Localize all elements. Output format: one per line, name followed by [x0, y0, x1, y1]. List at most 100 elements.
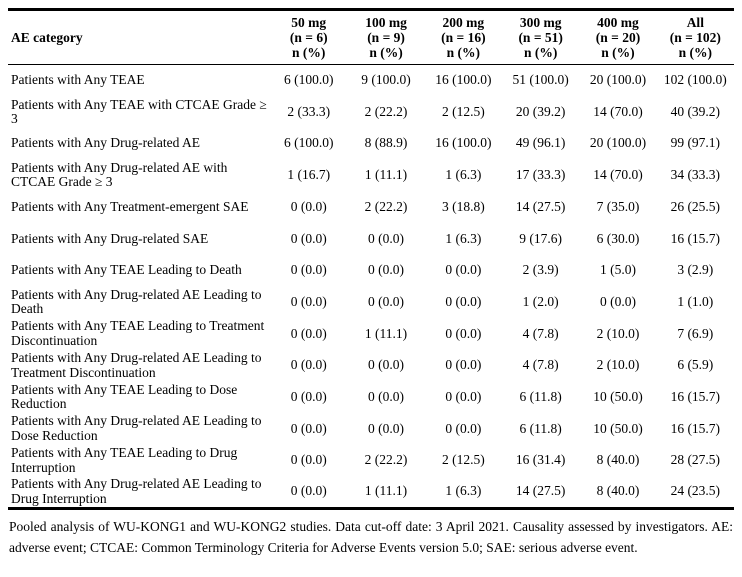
- column-header-dose: 400 mg (n = 20) n (%): [595, 15, 641, 60]
- value-cell: 0 (0.0): [290, 483, 327, 499]
- value-cell: 16 (15.7): [670, 420, 721, 436]
- table-row: Patients with Any TEAE Leading to Death …: [8, 255, 734, 287]
- value-cell: 14 (70.0): [593, 103, 643, 119]
- value-cell: 2 (3.9): [522, 262, 559, 278]
- value-cell: 2 (10.0): [596, 357, 640, 373]
- row-label: Patients with Any Drug-related AE Leadin…: [11, 413, 262, 443]
- adverse-events-table: AE category 50 mg (n = 6) n (%) 100 mg (n…: [8, 8, 734, 510]
- value-cell: 16 (100.0): [435, 72, 492, 88]
- value-cell: 1 (6.3): [445, 230, 482, 246]
- value-cell: 0 (0.0): [445, 293, 482, 309]
- value-cell: 10 (50.0): [593, 420, 643, 436]
- column-header-dose: 200 mg (n = 16) n (%): [441, 15, 486, 60]
- value-cell: 7 (35.0): [596, 198, 640, 214]
- column-header-dose: 50 mg (n = 6) n (%): [289, 15, 328, 60]
- value-cell: 28 (27.5): [670, 452, 721, 468]
- value-cell: 2 (10.0): [596, 325, 640, 341]
- value-cell: 3 (2.9): [677, 262, 714, 278]
- row-label: Patients with Any Drug-related AE Leadin…: [11, 476, 262, 506]
- value-cell: 0 (0.0): [290, 357, 327, 373]
- value-cell: 1 (11.1): [364, 325, 408, 341]
- value-cell: 4 (7.8): [522, 325, 559, 341]
- value-cell: 6 (11.8): [519, 420, 562, 436]
- value-cell: 1 (16.7): [287, 167, 331, 183]
- row-label: Patients with Any TEAE: [11, 72, 145, 88]
- value-cell: 16 (100.0): [435, 135, 492, 151]
- value-cell: 4 (7.8): [522, 357, 559, 373]
- value-cell: 0 (0.0): [368, 357, 405, 373]
- value-cell: 0 (0.0): [290, 325, 327, 341]
- value-cell: 6 (100.0): [283, 72, 334, 88]
- value-cell: 8 (40.0): [596, 452, 640, 468]
- value-cell: 99 (97.1): [670, 135, 721, 151]
- value-cell: 0 (0.0): [445, 420, 482, 436]
- row-label: Patients with Any TEAE Leading to Dose R…: [11, 381, 238, 412]
- value-cell: 0 (0.0): [445, 262, 482, 278]
- value-cell: 10 (50.0): [593, 388, 643, 404]
- value-cell: 8 (40.0): [596, 483, 640, 499]
- value-cell: 0 (0.0): [290, 293, 327, 309]
- table-row: Patients with Any TEAE Leading to Drug I…: [8, 445, 734, 477]
- value-cell: 0 (0.0): [290, 198, 327, 214]
- table-row: Patients with Any Drug-related AE Leadin…: [8, 413, 734, 445]
- row-label: Patients with Any TEAE Leading to Drug I…: [11, 445, 238, 475]
- value-cell: 20 (100.0): [589, 72, 647, 88]
- value-cell: 24 (23.5): [670, 483, 721, 499]
- value-cell: 6 (5.9): [677, 357, 714, 373]
- row-label: Patients with Any Drug-related AE Leadin…: [11, 286, 262, 317]
- table-row: Patients with Any Drug-related AE with C…: [8, 160, 734, 192]
- value-cell: 8 (88.9): [364, 135, 408, 151]
- column-header-dose: All (n = 102) n (%): [669, 15, 721, 60]
- value-cell: 1 (11.1): [364, 483, 408, 499]
- value-cell: 0 (0.0): [368, 230, 405, 246]
- value-cell: 0 (0.0): [599, 293, 636, 309]
- value-cell: 0 (0.0): [368, 420, 405, 436]
- row-label: Patients with Any Drug-related SAE: [11, 230, 209, 246]
- value-cell: 6 (100.0): [283, 135, 334, 151]
- value-cell: 51 (100.0): [512, 72, 569, 88]
- value-cell: 16 (31.4): [515, 452, 566, 468]
- value-cell: 1 (6.3): [445, 483, 482, 499]
- value-cell: 0 (0.0): [368, 262, 405, 278]
- value-cell: 0 (0.0): [290, 230, 327, 246]
- value-cell: 0 (0.0): [290, 262, 327, 278]
- row-label: Patients with Any TEAE Leading to Treatm…: [11, 318, 265, 348]
- table-row: Patients with Any Drug-related SAE 0 (0.…: [8, 223, 734, 255]
- table-row: Patients with Any Treatment-emergent SAE…: [8, 191, 734, 223]
- value-cell: 0 (0.0): [290, 388, 327, 404]
- value-cell: 14 (27.5): [515, 483, 566, 499]
- value-cell: 0 (0.0): [368, 293, 405, 309]
- table-row: Patients with Any TEAE 6 (100.0) 9 (100.0…: [8, 65, 734, 97]
- table-row: Patients with Any Drug-related AE Leadin…: [8, 476, 734, 508]
- row-label: Patients with Any Treatment-emergent SAE: [11, 198, 249, 214]
- value-cell: 1 (2.0): [522, 293, 559, 309]
- value-cell: 0 (0.0): [290, 452, 327, 468]
- value-cell: 2 (12.5): [441, 452, 485, 468]
- table-body: Patients with Any TEAE 6 (100.0) 9 (100.0…: [8, 65, 734, 509]
- table-row: Patients with Any Drug-related AE 6 (100…: [8, 128, 734, 160]
- value-cell: 0 (0.0): [445, 357, 482, 373]
- footnote: Pooled analysis of WU-KONG1 and WU-KONG2…: [9, 518, 733, 555]
- value-cell: 0 (0.0): [290, 420, 327, 436]
- row-label: Patients with Any TEAE with CTCAE Grade …: [11, 96, 267, 127]
- value-cell: 2 (22.2): [364, 452, 408, 468]
- value-cell: 6 (11.8): [519, 388, 562, 404]
- table-row: Patients with Any TEAE Leading to Dose R…: [8, 381, 734, 413]
- value-cell: 16 (15.7): [670, 388, 721, 404]
- value-cell: 14 (27.5): [515, 198, 566, 214]
- table-row: Patients with Any Drug-related AE Leadin…: [8, 286, 734, 318]
- value-cell: 2 (22.2): [364, 103, 408, 119]
- value-cell: 1 (6.3): [445, 167, 482, 183]
- value-cell: 40 (39.2): [670, 103, 721, 119]
- table-row: Patients with Any TEAE Leading to Treatm…: [8, 318, 734, 350]
- table-row: Patients with Any Drug-related AE Leadin…: [8, 350, 734, 382]
- value-cell: 2 (22.2): [364, 198, 408, 214]
- value-cell: 2 (12.5): [441, 103, 485, 119]
- value-cell: 1 (1.0): [677, 293, 714, 309]
- value-cell: 34 (33.3): [670, 167, 721, 183]
- row-label: Patients with Any Drug-related AE with C…: [11, 159, 228, 190]
- value-cell: 49 (96.1): [515, 135, 566, 151]
- value-cell: 1 (5.0): [599, 262, 636, 278]
- value-cell: 0 (0.0): [445, 388, 482, 404]
